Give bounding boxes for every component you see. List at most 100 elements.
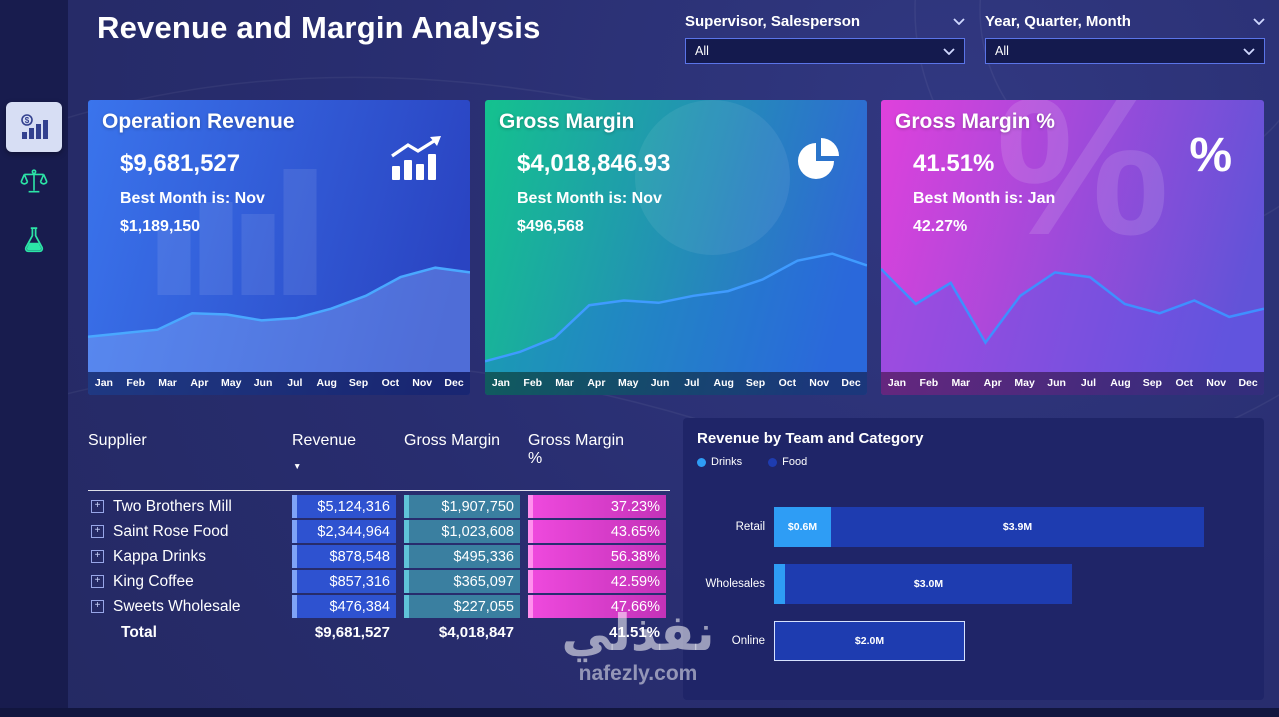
column-header-label: Gross Margin %: [528, 432, 625, 467]
month-label: Jan: [491, 377, 510, 389]
bar-segment-drinks[interactable]: [774, 564, 785, 604]
card-best-month: Best Month is: Jan: [913, 190, 1056, 207]
table-row[interactable]: + Saint Rose Food $2,344,964 $1,023,608 43.6…: [88, 519, 670, 544]
gross-margin-cell: $1,907,750: [404, 495, 520, 518]
bar-value-label: $3.9M: [1002, 521, 1033, 533]
revenue-cell: $878,548: [292, 545, 396, 568]
month-label: Nov: [1206, 377, 1227, 389]
card-best-value: 42.27%: [913, 218, 968, 235]
expand-button[interactable]: +: [91, 500, 104, 513]
legend-item-drinks[interactable]: Drinks: [697, 456, 742, 468]
bar-segment-food[interactable]: $2.0M: [774, 621, 965, 661]
slicer-header: Supervisor, Salesperson: [685, 8, 965, 34]
sidebar-item-lab[interactable]: [14, 220, 54, 260]
bar-segment-food[interactable]: $3.9M: [831, 507, 1204, 547]
scales-icon: [20, 169, 48, 193]
bar-segments: $0.6M $3.9M: [774, 507, 1204, 547]
gross-margin-cell: $365,097: [404, 570, 520, 593]
supplier-name: King Coffee: [113, 572, 194, 590]
month-label: Jul: [1080, 377, 1097, 389]
page-title: Revenue and Margin Analysis: [97, 10, 541, 45]
bar-row: Wholesales $3.0M: [697, 563, 1250, 605]
supplier-cell: + Sweets Wholesale: [88, 598, 284, 616]
column-header-gross-margin[interactable]: Gross Margin: [404, 432, 520, 490]
sidebar-item-revenue-analysis[interactable]: $: [6, 102, 62, 152]
table-row[interactable]: + Kappa Drinks $878,548 $495,336 56.38%: [88, 544, 670, 569]
bar-segment-drinks[interactable]: $0.6M: [774, 507, 831, 547]
table-row[interactable]: + Sweets Wholesale $476,384 $227,055 47.66%: [88, 594, 670, 619]
chevron-down-icon[interactable]: [1253, 17, 1265, 25]
chevron-down-icon[interactable]: [953, 17, 965, 25]
trend-area-chart: [88, 266, 470, 372]
table-header: Supplier Revenue ▼ Gross Margin Gross Ma…: [88, 418, 670, 491]
column-header-label: Gross Margin: [404, 432, 501, 449]
expand-button[interactable]: +: [91, 550, 104, 563]
month-label: Apr: [983, 377, 1002, 389]
column-header-revenue[interactable]: Revenue ▼: [292, 432, 396, 490]
card-best-month: Best Month is: Nov: [517, 190, 662, 207]
percent-icon: %: [1189, 129, 1232, 182]
bar-category-label: Wholesales: [705, 578, 765, 590]
month-label: Feb: [919, 377, 939, 389]
supplier-name: Saint Rose Food: [113, 522, 229, 540]
month-label: Jun: [650, 377, 670, 389]
gross-margin-pct-cell: 37.23%: [528, 495, 666, 518]
supplier-cell: + Kappa Drinks: [88, 548, 284, 566]
slicer-supervisor-salesperson: Supervisor, Salesperson All: [685, 8, 965, 64]
month-label: Dec: [841, 377, 861, 389]
month-label: Oct: [381, 377, 400, 389]
month-label: Nov: [809, 377, 830, 389]
expand-button[interactable]: +: [91, 525, 104, 538]
month-label: Dec: [444, 377, 464, 389]
month-axis: Jan Feb Mar Apr May Jun Jul Aug Sep Oct Nov Dec: [881, 372, 1264, 395]
legend-label: Food: [782, 456, 808, 468]
gross-margin-pct-cell: 43.65%: [528, 520, 666, 543]
total-gross-margin: $4,018,847: [438, 624, 514, 641]
total-gross-margin-pct: 41.51%: [609, 624, 660, 641]
month-label: Sep: [348, 377, 369, 389]
month-label: Apr: [587, 377, 606, 389]
expand-button[interactable]: +: [91, 575, 104, 588]
month-label: Aug: [316, 377, 337, 389]
month-label: Jul: [287, 377, 303, 389]
table-row[interactable]: + King Coffee $857,316 $365,097 42.59%: [88, 569, 670, 594]
column-header-supplier[interactable]: Supplier: [88, 432, 284, 490]
chart-title: Revenue by Team and Category: [697, 430, 924, 447]
card-best-month: Best Month is: Nov: [120, 190, 265, 207]
sidebar-item-balance[interactable]: [14, 162, 54, 202]
table-row[interactable]: + Two Brothers Mill $5,124,316 $1,907,750 37…: [88, 494, 670, 519]
slicer-label: Supervisor, Salesperson: [685, 12, 861, 30]
month-label: Feb: [126, 377, 146, 389]
month-label: May: [221, 377, 242, 389]
chevron-down-icon: [1243, 47, 1255, 55]
gross-margin-cell: $495,336: [404, 545, 520, 568]
bar-segment-food[interactable]: $3.0M: [785, 564, 1072, 604]
revenue-cell: $5,124,316: [292, 495, 396, 518]
table-body: + Two Brothers Mill $5,124,316 $1,907,750 37…: [88, 494, 670, 619]
legend-item-food[interactable]: Food: [768, 456, 807, 468]
month-axis: Jan Feb Mar Apr May Jun Jul Aug Sep Oct Nov Dec: [88, 372, 470, 395]
expand-button[interactable]: +: [91, 600, 104, 613]
revenue-cell: $857,316: [292, 570, 396, 593]
bar-plot: Retail $0.6M $3.9M Wholesales $3.0M Online $2.…: [697, 506, 1250, 662]
month-label: Mar: [158, 377, 177, 389]
filter-dropdown[interactable]: All: [985, 38, 1265, 64]
month-label: Jul: [684, 377, 700, 389]
gross-margin-pct-cell: 42.59%: [528, 570, 666, 593]
card-value: $9,681,527: [120, 150, 241, 177]
supplier-table: Supplier Revenue ▼ Gross Margin Gross Ma…: [88, 418, 670, 646]
month-label: Nov: [412, 377, 433, 389]
month-label: Mar: [555, 377, 574, 389]
kpi-card-gross-margin: Gross Margin $4,018,846.93 Best Month is…: [485, 100, 867, 395]
total-revenue: $9,681,527: [314, 624, 390, 641]
sort-descending-icon: ▼: [293, 461, 302, 471]
revenue-cell: $2,344,964: [292, 520, 396, 543]
bar-value-label: $0.6M: [787, 521, 818, 533]
gross-margin-cell: $227,055: [404, 595, 520, 618]
bar-category-label: Online: [731, 635, 765, 647]
column-header-gross-margin-pct[interactable]: Gross Margin %: [528, 432, 666, 490]
flask-icon: [24, 227, 44, 253]
bottom-strip: [0, 708, 1279, 717]
filter-dropdown[interactable]: All: [685, 38, 965, 64]
month-label: Oct: [778, 377, 797, 389]
